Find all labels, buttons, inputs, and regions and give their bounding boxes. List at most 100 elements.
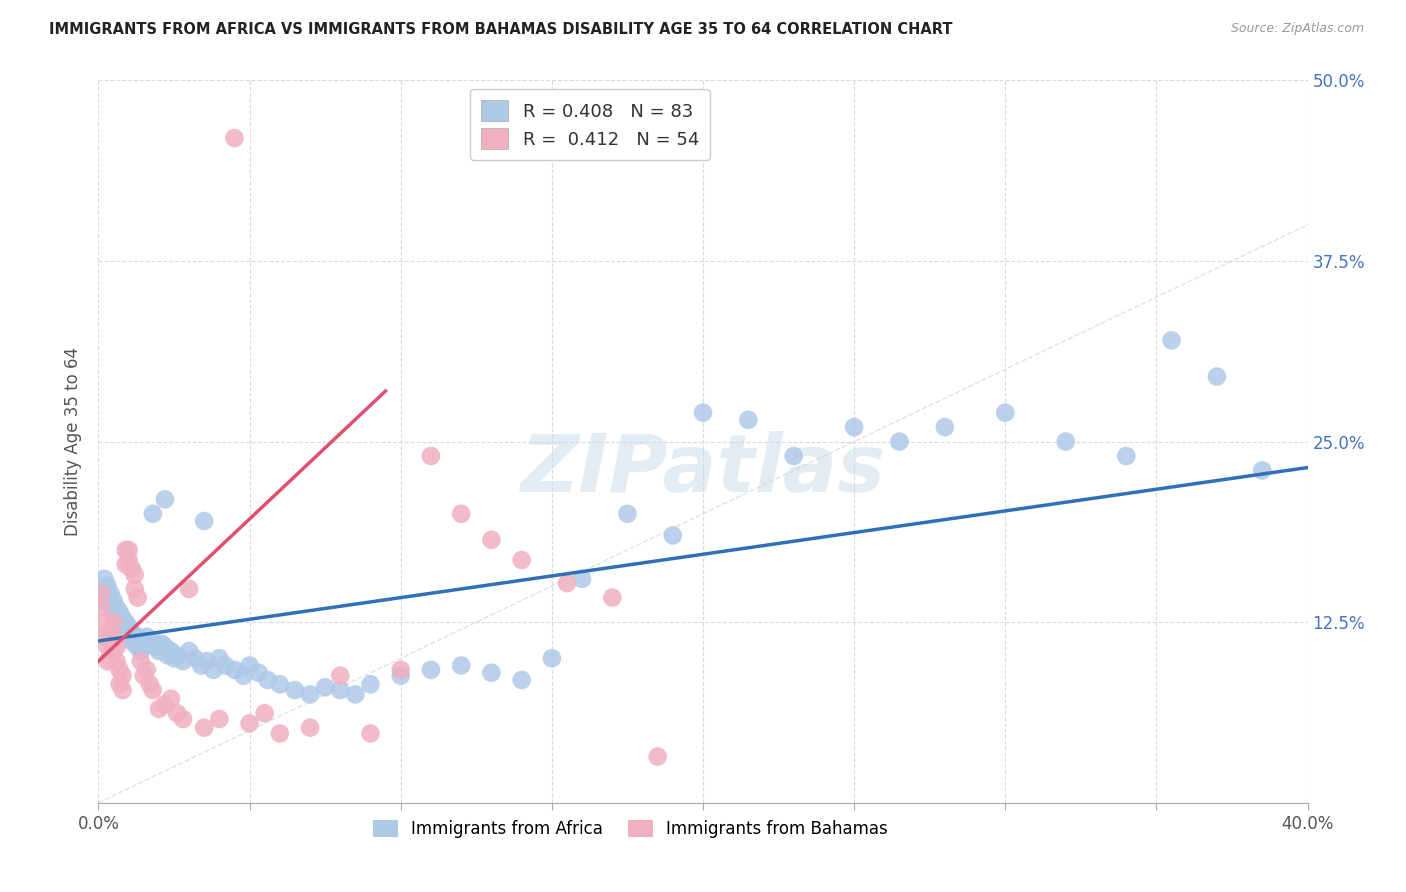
- Point: [299, 721, 322, 735]
- Point: [360, 677, 382, 691]
- Point: [90, 593, 112, 607]
- Point: [90, 586, 112, 600]
- Point: [121, 634, 143, 648]
- Point: [284, 683, 307, 698]
- Point: [299, 687, 322, 701]
- Point: [121, 625, 143, 640]
- Point: [124, 567, 146, 582]
- Point: [481, 533, 503, 547]
- Point: [142, 683, 165, 698]
- Point: [105, 611, 128, 625]
- Point: [105, 640, 128, 654]
- Point: [96, 579, 118, 593]
- Point: [118, 630, 141, 644]
- Point: [93, 582, 115, 596]
- Point: [105, 600, 128, 615]
- Point: [96, 591, 118, 605]
- Point: [129, 654, 152, 668]
- Point: [647, 749, 669, 764]
- Point: [132, 640, 155, 654]
- Point: [172, 654, 194, 668]
- Text: IMMIGRANTS FROM AFRICA VS IMMIGRANTS FROM BAHAMAS DISABILITY AGE 35 TO 64 CORREL: IMMIGRANTS FROM AFRICA VS IMMIGRANTS FRO…: [49, 22, 953, 37]
- Point: [139, 637, 162, 651]
- Point: [153, 492, 176, 507]
- Point: [214, 658, 236, 673]
- Point: [132, 668, 155, 682]
- Point: [602, 591, 624, 605]
- Point: [90, 600, 112, 615]
- Point: [166, 648, 188, 663]
- Point: [616, 507, 638, 521]
- Point: [160, 644, 183, 658]
- Point: [224, 663, 246, 677]
- Point: [145, 640, 167, 654]
- Point: [344, 687, 367, 701]
- Point: [108, 615, 131, 630]
- Point: [114, 542, 136, 557]
- Point: [1115, 449, 1137, 463]
- Point: [1206, 369, 1229, 384]
- Point: [105, 654, 128, 668]
- Point: [389, 668, 412, 682]
- Point: [118, 553, 141, 567]
- Point: [232, 668, 254, 682]
- Point: [163, 651, 186, 665]
- Point: [139, 677, 162, 691]
- Point: [118, 619, 141, 633]
- Point: [329, 668, 352, 682]
- Point: [179, 644, 201, 658]
- Point: [135, 630, 157, 644]
- Point: [100, 648, 122, 663]
- Point: [224, 131, 246, 145]
- Point: [1251, 463, 1274, 477]
- Point: [571, 572, 593, 586]
- Point: [96, 625, 118, 640]
- Point: [360, 726, 382, 740]
- Text: Source: ZipAtlas.com: Source: ZipAtlas.com: [1230, 22, 1364, 36]
- Point: [934, 420, 956, 434]
- Legend: Immigrants from Africa, Immigrants from Bahamas: Immigrants from Africa, Immigrants from …: [366, 814, 894, 845]
- Point: [166, 706, 188, 721]
- Point: [208, 712, 231, 726]
- Point: [783, 449, 806, 463]
- Point: [247, 665, 270, 680]
- Point: [124, 582, 146, 596]
- Text: ZIPatlas: ZIPatlas: [520, 432, 886, 509]
- Point: [100, 586, 122, 600]
- Point: [96, 654, 118, 668]
- Point: [108, 605, 131, 619]
- Point: [481, 665, 503, 680]
- Point: [269, 677, 291, 691]
- Point: [389, 663, 412, 677]
- Point: [127, 631, 149, 645]
- Point: [179, 582, 201, 596]
- Point: [148, 702, 170, 716]
- Point: [93, 615, 115, 630]
- Point: [314, 680, 336, 694]
- Point: [124, 637, 146, 651]
- Point: [190, 658, 212, 673]
- Point: [195, 654, 218, 668]
- Point: [510, 553, 533, 567]
- Point: [103, 630, 125, 644]
- Point: [208, 651, 231, 665]
- Point: [692, 406, 714, 420]
- Y-axis label: Disability Age 35 to 64: Disability Age 35 to 64: [65, 347, 83, 536]
- Point: [93, 572, 115, 586]
- Point: [118, 542, 141, 557]
- Point: [111, 611, 134, 625]
- Point: [1054, 434, 1077, 449]
- Point: [256, 673, 278, 687]
- Point: [510, 673, 533, 687]
- Point: [142, 507, 165, 521]
- Point: [108, 677, 131, 691]
- Point: [329, 683, 352, 698]
- Point: [153, 640, 176, 654]
- Point: [103, 644, 125, 658]
- Point: [124, 628, 146, 642]
- Point: [420, 449, 443, 463]
- Point: [555, 576, 578, 591]
- Point: [114, 558, 136, 572]
- Point: [420, 663, 443, 677]
- Point: [193, 514, 215, 528]
